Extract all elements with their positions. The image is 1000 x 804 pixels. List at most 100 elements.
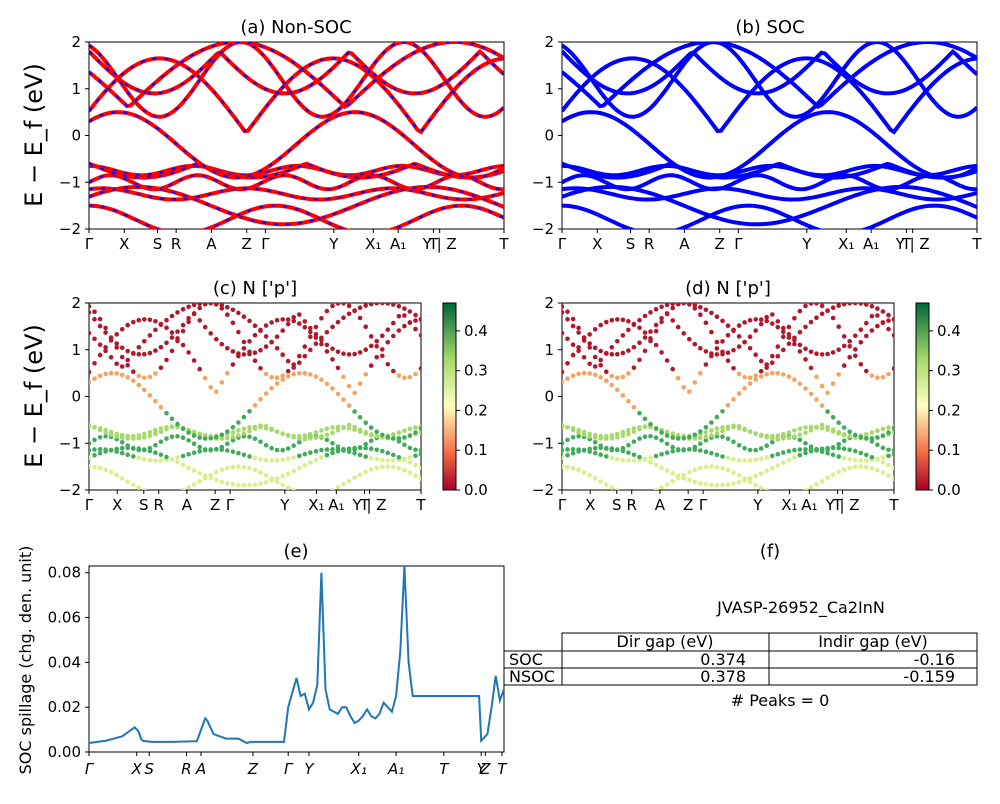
band-point	[330, 441, 335, 446]
band-point	[247, 434, 252, 440]
band-point	[92, 425, 97, 430]
band-point	[621, 490, 626, 495]
band-point	[576, 434, 581, 439]
band-point	[808, 448, 814, 454]
band-point	[808, 391, 814, 397]
band-point	[285, 317, 291, 322]
band-point	[615, 488, 620, 490]
band-point	[142, 456, 147, 462]
band-point	[565, 336, 570, 342]
band-point	[252, 323, 258, 329]
band-point	[407, 455, 413, 460]
band-point	[219, 467, 225, 473]
band-point	[186, 452, 191, 457]
band-point	[643, 492, 648, 497]
band-point	[565, 317, 570, 322]
band-point	[808, 365, 814, 371]
band-point	[125, 362, 130, 368]
band-point	[720, 409, 725, 414]
band-point	[247, 482, 252, 488]
band-point	[153, 319, 158, 324]
xtick-label: R	[171, 235, 181, 253]
band-point	[687, 469, 692, 475]
band-point	[368, 425, 374, 430]
band-point	[803, 357, 808, 362]
xtick-label: Z	[479, 760, 491, 778]
band-point	[191, 468, 197, 473]
band-point	[687, 336, 692, 342]
band-point	[380, 432, 385, 438]
band-point	[208, 447, 213, 452]
xtick-label: Γ	[558, 235, 567, 253]
band-point	[803, 303, 808, 309]
band-point	[330, 386, 335, 391]
band-point	[664, 303, 670, 308]
band-point	[792, 428, 797, 433]
band-point	[709, 351, 714, 356]
band-point	[808, 303, 814, 306]
band-point	[864, 333, 869, 339]
band-point	[330, 324, 335, 330]
band-point	[615, 447, 620, 452]
band-point	[725, 358, 731, 364]
band-point	[191, 358, 197, 363]
band-point	[180, 307, 186, 312]
band-point	[570, 316, 576, 322]
band-point	[648, 421, 653, 427]
band-point	[642, 457, 648, 462]
band-point	[698, 465, 703, 471]
band-point	[142, 435, 147, 440]
band-point	[869, 455, 875, 460]
xtick-label: R	[181, 760, 191, 778]
xtick-label: A₁	[390, 235, 406, 253]
xtick-label: Γ	[85, 496, 94, 514]
band-point	[357, 350, 363, 355]
band-point	[97, 352, 103, 358]
band-point	[864, 452, 869, 458]
band-point	[252, 467, 258, 473]
band-point	[92, 437, 97, 443]
band-point	[202, 436, 208, 441]
band-point	[725, 332, 731, 338]
spillage-ylabel: SOC spillage (chg. den. unit)	[16, 546, 35, 775]
panel-a-title: (a) Non-SOC	[240, 17, 351, 38]
band-point	[880, 374, 886, 380]
band-point	[742, 374, 747, 380]
band-point	[637, 454, 642, 460]
band-point	[736, 443, 742, 448]
band-point	[131, 369, 136, 375]
band-point	[720, 318, 725, 324]
band-point	[803, 450, 808, 456]
band-point	[648, 310, 653, 315]
band-point	[653, 426, 659, 432]
band-point	[418, 366, 421, 371]
band-point	[830, 381, 836, 386]
band-point	[180, 453, 186, 459]
ytick-label: 0	[544, 388, 554, 406]
band-point	[308, 334, 313, 340]
band-point	[670, 444, 675, 450]
panel-f-title: (f)	[760, 541, 780, 562]
band-point	[131, 482, 136, 488]
band-point	[631, 344, 637, 350]
band-point	[747, 479, 753, 485]
band-point	[92, 376, 97, 381]
band-point	[698, 312, 703, 318]
band-point	[346, 425, 352, 431]
band-point	[587, 371, 592, 376]
band-point	[576, 449, 581, 454]
band-line-3	[562, 161, 977, 180]
band-point	[241, 426, 247, 432]
band-point	[562, 422, 565, 427]
panel-f-info: JVASP-26952_Ca2InN Dir gap (eV) Indir ga…	[503, 598, 978, 710]
band-point	[313, 448, 319, 454]
band-point	[592, 450, 598, 456]
band-point	[875, 467, 880, 473]
band-point	[89, 310, 92, 315]
band-point	[89, 380, 92, 385]
band-point	[319, 377, 324, 383]
ytick-label: 2	[71, 294, 81, 312]
band-point	[576, 430, 581, 435]
band-point	[236, 329, 241, 335]
